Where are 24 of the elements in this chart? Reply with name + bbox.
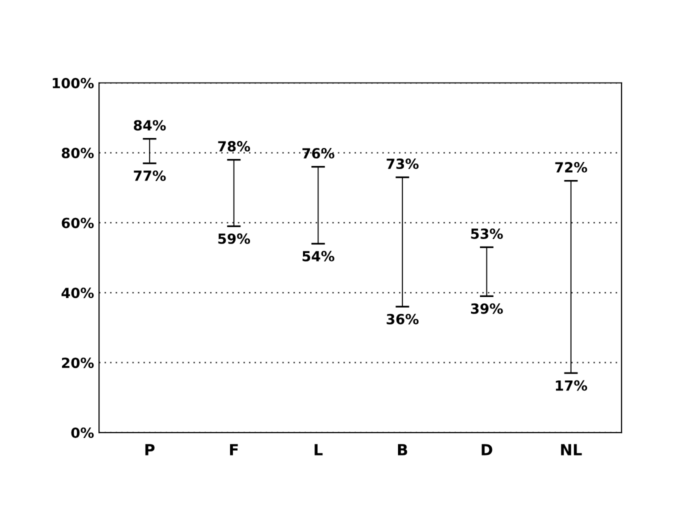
- y-tick-label: 40%: [62, 288, 94, 298]
- y-tick-label: 80%: [62, 148, 94, 158]
- annotation: 53%: [471, 228, 503, 239]
- annotation: 84%: [134, 120, 166, 131]
- annotation: 36%: [386, 314, 419, 324]
- y-tick-label: 20%: [62, 358, 94, 368]
- y-tick-label: 100%: [52, 78, 94, 88]
- x-tick-label: D: [482, 444, 492, 456]
- annotation: 77%: [134, 170, 166, 181]
- x-tick-label: F: [230, 444, 238, 456]
- y-tick-label: 0%: [71, 428, 94, 438]
- annotation: 59%: [218, 233, 250, 244]
- x-tick-label: L: [314, 444, 323, 456]
- annotation: 17%: [556, 380, 588, 391]
- y-tick-label: 60%: [62, 218, 94, 228]
- x-tick-label: B: [398, 444, 408, 456]
- x-tick-label: NL: [561, 444, 582, 456]
- x-tick-label: P: [145, 444, 155, 456]
- annotation: 54%: [302, 250, 334, 262]
- annotation: 39%: [471, 303, 503, 314]
- annotation: 78%: [218, 141, 250, 152]
- annotation: 76%: [302, 148, 334, 159]
- annotation: 73%: [386, 158, 419, 170]
- annotation: 72%: [555, 162, 588, 173]
